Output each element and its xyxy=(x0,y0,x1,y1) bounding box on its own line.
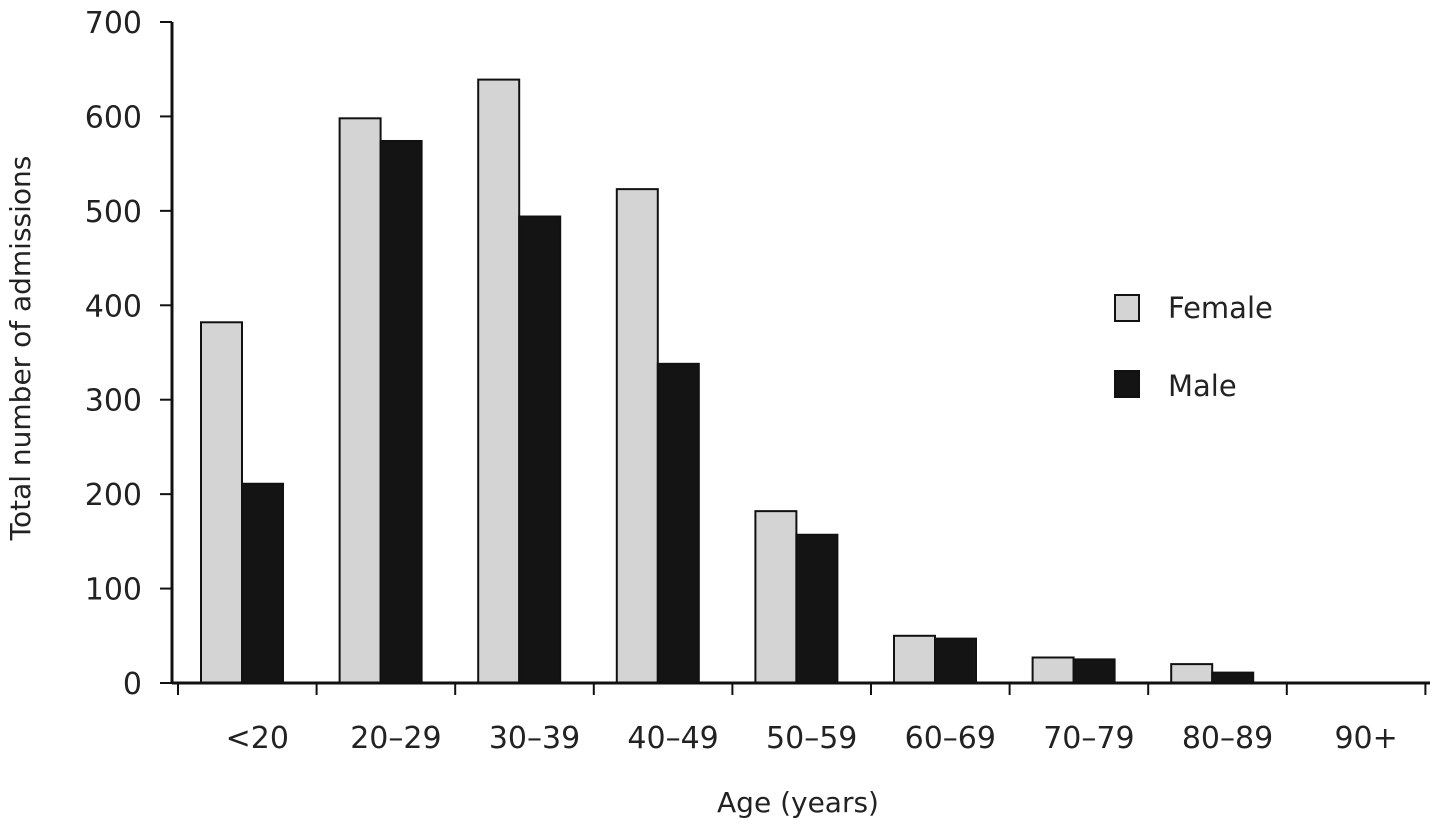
x-tick-label: <20 xyxy=(226,721,289,756)
x-tick-label: 70–79 xyxy=(1043,721,1134,756)
y-tick-label: 400 xyxy=(85,289,142,324)
legend: Female Male xyxy=(1114,291,1273,403)
x-ticks: <20 20–29 30–39 40–49 50–59 60–69 70–79 80–89 90… xyxy=(177,683,1427,756)
bar-male-5 xyxy=(934,637,977,685)
bar-female-0 xyxy=(200,321,243,684)
x-tick-label: 30–39 xyxy=(489,721,580,756)
bar-female-4 xyxy=(754,510,798,685)
x-tick-label: 20–29 xyxy=(350,721,441,756)
bar-female-7 xyxy=(1170,663,1214,684)
bars-layer xyxy=(200,78,1255,685)
legend-swatch-male xyxy=(1114,370,1140,398)
bar-female-6 xyxy=(1031,656,1075,684)
bar-male-3 xyxy=(656,362,700,684)
legend-label-female: Female xyxy=(1168,291,1273,325)
x-tick-label: 60–69 xyxy=(905,721,996,756)
axes-layer xyxy=(170,22,1430,685)
bar-female-2 xyxy=(477,78,521,684)
x-axis-title: Age (years) xyxy=(717,786,879,819)
legend-swatch-female xyxy=(1114,294,1140,322)
y-tick-label: 300 xyxy=(85,384,142,419)
x-tick-label: 90+ xyxy=(1334,721,1397,756)
bar-male-6 xyxy=(1072,658,1116,685)
y-tick-label: 200 xyxy=(85,478,142,513)
bar-male-2 xyxy=(518,215,562,684)
legend-label-male: Male xyxy=(1168,369,1237,403)
bar-male-0 xyxy=(241,482,284,684)
y-tick-label: 500 xyxy=(85,195,142,230)
y-tick-label: 0 xyxy=(123,667,142,702)
bar-male-1 xyxy=(379,139,423,685)
y-tick-label: 600 xyxy=(85,100,142,135)
y-tick-label: 700 xyxy=(85,6,142,41)
bar-female-1 xyxy=(338,117,382,685)
bar-female-5 xyxy=(893,634,936,684)
y-axis-title: Total number of admissions xyxy=(4,156,37,542)
bar-male-4 xyxy=(795,533,839,684)
bar-male-7 xyxy=(1211,671,1255,684)
bar-female-3 xyxy=(615,188,659,684)
y-tick-label: 100 xyxy=(85,573,142,608)
x-tick-label: 50–59 xyxy=(766,721,857,756)
x-tick-label: 40–49 xyxy=(627,721,718,756)
x-tick-label: 80–89 xyxy=(1182,721,1273,756)
y-ticks: 0 100 200 300 400 500 600 700 xyxy=(85,6,172,702)
